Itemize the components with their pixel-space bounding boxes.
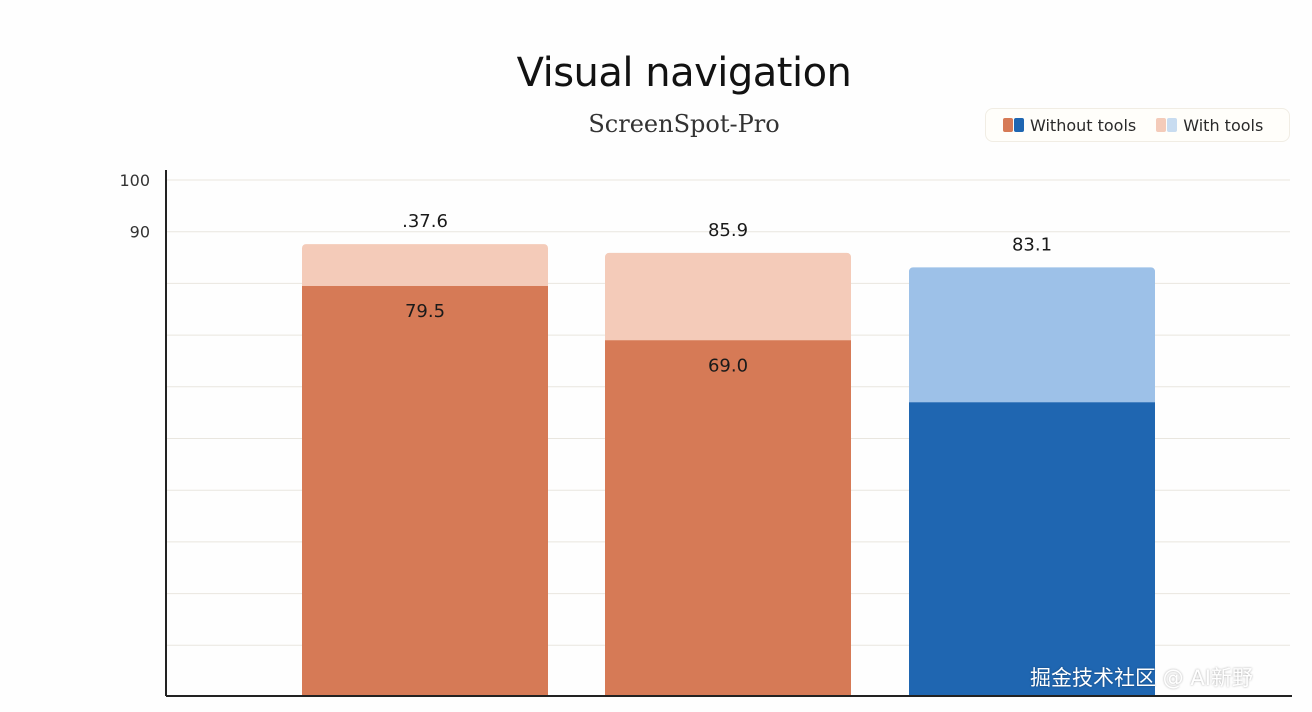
data-label-without-tools: 69.0 [708, 355, 748, 376]
legend-swatch-orange [1003, 118, 1013, 132]
bar-without-tools [605, 340, 851, 696]
data-label-with-tools: .37.6 [402, 211, 448, 232]
y-tick-label: 90 [130, 223, 150, 242]
legend-swatch-blue [1014, 118, 1024, 132]
legend-label-without-tools: Without tools [1030, 115, 1137, 135]
bar-without-tools [302, 285, 548, 696]
watermark: 掘金技术社区 @ AI新野 [1030, 666, 1253, 690]
legend-item-without-tools: Without tools [1003, 116, 1136, 135]
data-label-with-tools: 85.9 [708, 220, 748, 241]
chart-title: Visual navigation [516, 50, 852, 96]
bar-without-tools [909, 402, 1155, 696]
chart-subtitle: ScreenSpot-Pro [588, 110, 780, 138]
chart-legend: Without tools With tools [985, 108, 1290, 142]
legend-item-with-tools: With tools [1156, 116, 1263, 135]
y-tick-label: 100 [119, 171, 150, 190]
legend-swatch-light-orange [1156, 118, 1167, 132]
data-label-with-tools: 83.1 [1012, 234, 1052, 255]
data-label-without-tools: 79.5 [405, 301, 445, 322]
legend-label-with-tools: With tools [1183, 115, 1264, 135]
legend-swatch-light-blue [1167, 118, 1178, 132]
